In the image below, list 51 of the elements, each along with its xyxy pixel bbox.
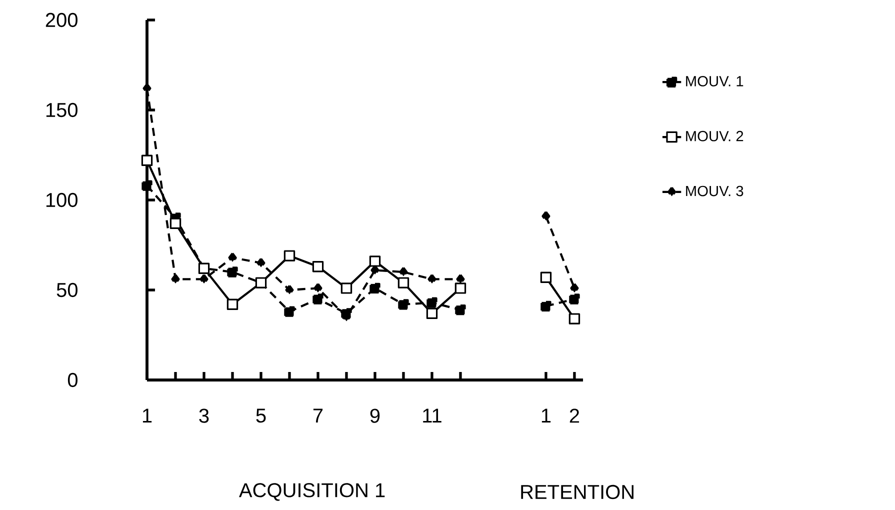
point — [426, 308, 438, 319]
x-tick-label: 1 — [142, 408, 152, 422]
point — [226, 298, 238, 310]
legend-label: MOUV. 1 — [686, 76, 744, 86]
y-tick-label: 100 — [46, 192, 78, 208]
point — [399, 266, 408, 278]
legend-label: MOUV. 2 — [686, 130, 744, 142]
x-tick-label: 7 — [313, 408, 323, 422]
point — [540, 300, 552, 312]
point — [369, 256, 381, 267]
point — [568, 313, 580, 324]
x-tick-label: 11 — [423, 408, 442, 422]
x-tick-label: 3 — [199, 408, 209, 423]
point — [340, 282, 352, 294]
point — [370, 264, 380, 276]
point — [542, 210, 550, 222]
y-tick-label: 50 — [56, 282, 78, 298]
point — [314, 282, 322, 294]
x-tick-label: 1 — [542, 408, 551, 422]
point — [228, 252, 237, 263]
point — [141, 154, 153, 166]
point — [540, 272, 552, 283]
x-axis-title: ACQUISITION 1 — [238, 483, 385, 501]
point — [200, 274, 208, 285]
point — [312, 294, 324, 304]
point — [284, 306, 295, 317]
point — [426, 297, 438, 308]
text: RETENTION — [521, 484, 634, 500]
point — [256, 258, 266, 268]
point — [569, 294, 580, 304]
point — [171, 274, 180, 285]
point — [398, 277, 410, 288]
point — [142, 180, 152, 191]
point — [227, 266, 238, 278]
point — [454, 282, 466, 294]
point — [455, 304, 466, 316]
point — [370, 282, 380, 294]
legend-label: MOUV. 3 — [686, 186, 744, 196]
x-tick-label: 5 — [256, 408, 266, 423]
point — [170, 218, 182, 229]
point — [570, 282, 579, 294]
y-tick-label: 200 — [46, 12, 78, 28]
y-tick-label: 150 — [46, 102, 78, 118]
y-tick-label: 0 — [68, 372, 78, 388]
point — [285, 284, 294, 296]
point — [284, 250, 296, 262]
point — [428, 274, 436, 285]
x-tick-label: 2 — [570, 408, 580, 423]
x-tick-label: 9 — [370, 408, 380, 423]
point — [312, 260, 324, 272]
point — [398, 299, 409, 310]
